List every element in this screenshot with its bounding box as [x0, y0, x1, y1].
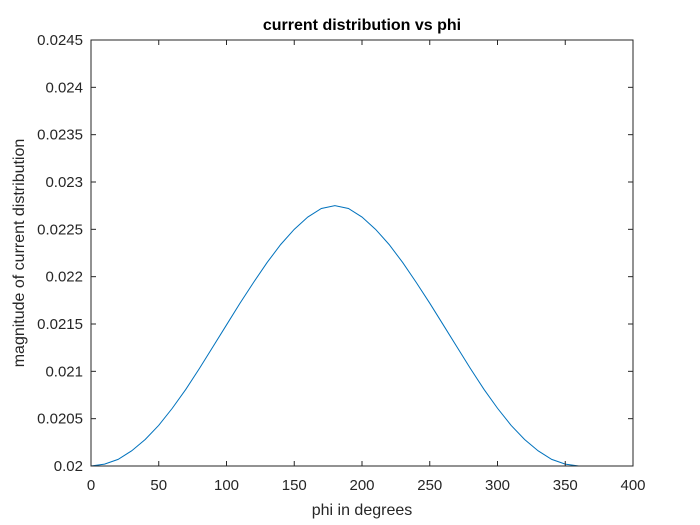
y-tick-label: 0.0245 — [37, 32, 83, 49]
x-axis-label: phi in degrees — [312, 502, 413, 519]
series-line — [90, 205, 579, 467]
y-tick-label: 0.0215 — [37, 316, 83, 333]
y-tick-label: 0.022 — [45, 269, 83, 286]
axes-background — [91, 40, 633, 466]
chart-title: current distribution vs phi — [263, 17, 461, 34]
y-tick-label: 0.0225 — [37, 221, 83, 238]
y-tick-label: 0.0235 — [37, 127, 83, 144]
y-axis-label: magnitude of current distribution — [11, 139, 28, 368]
x-tick-label: 300 — [485, 477, 510, 494]
x-tick-label: 250 — [417, 477, 442, 494]
x-tick-label: 150 — [282, 477, 307, 494]
y-tick-label: 0.023 — [45, 174, 83, 191]
y-tick-label: 0.0205 — [37, 411, 83, 428]
x-tick-label: 400 — [620, 477, 645, 494]
y-tick-label: 0.024 — [45, 79, 83, 96]
x-tick-label: 100 — [214, 477, 239, 494]
y-tick-label: 0.021 — [45, 363, 83, 380]
x-tick-label: 50 — [150, 477, 167, 494]
x-tick-label: 200 — [349, 477, 374, 494]
x-tick-label: 0 — [87, 477, 95, 494]
y-tick-label: 0.02 — [54, 458, 83, 475]
x-tick-label: 350 — [553, 477, 578, 494]
plot-area: 0 50 100 150 200 250 300 350 400 0.02 0.0205 0.021 0… — [37, 32, 645, 494]
